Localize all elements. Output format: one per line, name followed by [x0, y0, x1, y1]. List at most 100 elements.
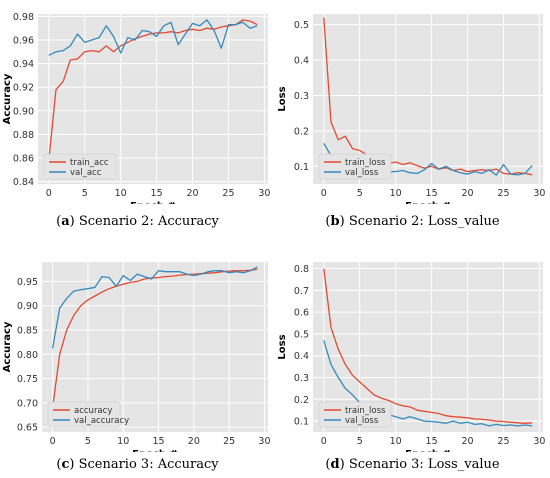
- y-tick-label: 0.80: [17, 350, 38, 361]
- y-tick-label: 0.5: [294, 20, 309, 31]
- x-tick-label: 0: [321, 436, 327, 447]
- y-tick-label: 0.2: [294, 126, 309, 137]
- x-tick-label: 25: [497, 436, 509, 447]
- y-tick-label: 0.88: [13, 130, 34, 141]
- series-line-val_loss: [323, 340, 533, 427]
- y-axis-label: Accuracy: [2, 73, 13, 124]
- x-tick-label: 25: [223, 436, 235, 447]
- series-line-train_loss: [323, 268, 533, 424]
- legend-box: [318, 153, 392, 180]
- y-tick-label: 0.6: [294, 308, 309, 319]
- x-tick-label: 15: [151, 188, 163, 199]
- x-tick-label: 15: [426, 188, 438, 199]
- x-tick-label: 10: [390, 436, 402, 447]
- caption-text: Scenario 3: Accuracy: [78, 457, 219, 472]
- y-axis-label: Loss: [277, 86, 288, 111]
- y-axis-label: Loss: [277, 334, 288, 359]
- caption-letter: c: [61, 457, 70, 472]
- caption-c: (c) Scenario 3: Accuracy: [56, 457, 219, 472]
- y-tick-label: 0.70: [17, 398, 38, 409]
- legend-label: val_loss: [345, 168, 379, 178]
- loss-chart-scenario-3: 0 5 10 15 20 25 30 0.1 0.2 0.3 0.4 0.5 0.6 0.7 0.8 Epoc…: [277, 262, 545, 452]
- chart-panel-d: 0 5 10 15 20 25 30 0.1 0.2 0.3 0.4 0.5 0.6 0.7 0.8 Epoc…: [275, 248, 550, 452]
- x-tick-label: 0: [46, 188, 52, 199]
- y-tick-label: 0.96: [13, 35, 34, 46]
- y-tick-label: 0.98: [13, 12, 34, 23]
- legend-box: [47, 401, 121, 428]
- legend-label: accuracy: [74, 406, 112, 416]
- caption-text: Scenario 3: Loss_value: [348, 457, 500, 472]
- y-tick-label: 0.4: [294, 56, 309, 67]
- x-tick-label: 5: [85, 436, 91, 447]
- x-tick-label: 30: [533, 436, 545, 447]
- x-tick-label: 25: [497, 188, 509, 199]
- caption-d: (d) Scenario 3: Loss_value: [325, 457, 500, 472]
- x-tick-label: 15: [152, 436, 164, 447]
- y-tick-label: 0.3: [294, 373, 309, 384]
- x-axis-label: Epoch #: [132, 449, 178, 452]
- x-tick-label: 5: [357, 436, 363, 447]
- y-tick-label: 0.5: [294, 329, 309, 340]
- caption-letter: d: [330, 457, 340, 472]
- legend-label: train_loss: [345, 158, 386, 168]
- caption-letter: a: [61, 214, 70, 229]
- accuracy-chart-scenario-2: 0 5 10 15 20 25 30 0.84 0.86 0.88 0.90 0.92 0.94 0.96…: [2, 12, 270, 204]
- legend-box: [43, 153, 117, 180]
- y-tick-label: 0.1: [294, 417, 309, 428]
- y-tick-label: 0.1: [294, 162, 309, 173]
- caption-a: (a) Scenario 2: Accuracy: [56, 214, 219, 229]
- y-tick-label: 0.94: [13, 59, 34, 70]
- series-line-val_acc: [48, 19, 258, 56]
- y-tick-label: 0.8: [294, 264, 309, 275]
- legend-label: val_acc: [70, 168, 102, 178]
- chart-panel-a: 0 5 10 15 20 25 30 0.84 0.86 0.88 0.90 0.92 0.94 0.96…: [0, 0, 275, 204]
- x-tick-label: 20: [461, 188, 473, 199]
- x-axis-label: Epoch #: [405, 201, 451, 204]
- legend-label: val_accuracy: [74, 416, 129, 426]
- chart-panel-c: 0 5 10 15 20 25 30 0.65 0.70 0.75 0.80 0.85 0.90 0.95…: [0, 248, 275, 452]
- x-tick-label: 20: [188, 436, 200, 447]
- caption-letter: b: [330, 214, 340, 229]
- series-line-val_accuracy: [51, 266, 258, 349]
- caption-text: Scenario 2: Loss_value: [348, 214, 500, 229]
- y-axis-label: Accuracy: [2, 321, 13, 372]
- y-tick-label: 0.2: [294, 395, 309, 406]
- x-axis-label: Epoch #: [405, 449, 451, 452]
- x-tick-label: 0: [50, 436, 56, 447]
- x-axis-label: Epoch #: [130, 201, 176, 204]
- caption-b: (b) Scenario 2: Loss_value: [325, 214, 500, 229]
- x-tick-label: 15: [426, 436, 438, 447]
- x-tick-label: 0: [321, 188, 327, 199]
- accuracy-chart-scenario-3: 0 5 10 15 20 25 30 0.65 0.70 0.75 0.80 0.85 0.90 0.95…: [2, 262, 271, 452]
- y-tick-label: 0.90: [17, 301, 38, 312]
- x-tick-label: 20: [186, 188, 198, 199]
- legend-label: train_acc: [70, 158, 109, 168]
- y-tick-label: 0.90: [13, 106, 34, 117]
- legend-label: train_loss: [345, 406, 386, 416]
- y-tick-label: 0.75: [17, 374, 38, 385]
- x-tick-label: 30: [258, 436, 270, 447]
- y-tick-label: 0.3: [294, 91, 309, 102]
- chart-panel-b: 0 5 10 15 20 25 30 0.1 0.2 0.3 0.4 0.5 Epoch # Loss tr…: [275, 0, 550, 204]
- x-tick-label: 10: [115, 188, 127, 199]
- x-tick-label: 10: [117, 436, 129, 447]
- y-tick-label: 0.85: [17, 326, 38, 337]
- y-tick-label: 0.4: [294, 351, 309, 362]
- y-tick-label: 0.84: [13, 177, 34, 188]
- y-tick-label: 0.86: [13, 154, 34, 165]
- x-tick-label: 25: [222, 188, 234, 199]
- x-tick-label: 20: [461, 436, 473, 447]
- y-tick-label: 0.65: [17, 423, 38, 434]
- y-tick-label: 0.92: [13, 83, 34, 94]
- loss-chart-scenario-2: 0 5 10 15 20 25 30 0.1 0.2 0.3 0.4 0.5 Epoch # Loss tr…: [277, 14, 545, 204]
- legend-box: [318, 401, 392, 428]
- x-tick-label: 5: [82, 188, 88, 199]
- x-tick-label: 30: [533, 188, 545, 199]
- legend-label: val_loss: [345, 416, 379, 426]
- y-tick-label: 0.95: [17, 277, 38, 288]
- x-tick-label: 30: [258, 188, 270, 199]
- x-tick-label: 10: [390, 188, 402, 199]
- x-tick-label: 5: [357, 188, 363, 199]
- caption-text: Scenario 2: Accuracy: [78, 214, 219, 229]
- y-tick-label: 0.7: [294, 286, 309, 297]
